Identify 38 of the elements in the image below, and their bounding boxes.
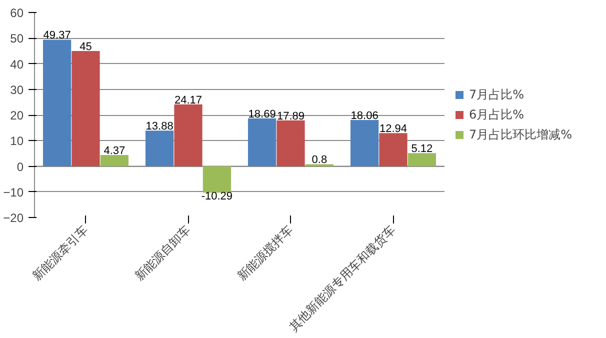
bar [100,155,129,166]
bar [145,130,174,166]
x-tick-label: 新能源自卸车 [132,222,194,284]
data-label: 49.37 [43,30,71,42]
y-tick-label: 60 [10,6,24,20]
y-tick-label: 20 [10,108,24,122]
data-label: 5.12 [411,143,433,156]
bar [72,50,100,166]
data-label: 12.94 [379,123,408,136]
y-tick-label: 30 [10,82,24,97]
bar [408,153,436,166]
data-label: 13.88 [146,120,174,133]
legend-label: 6月占比% [469,106,524,123]
y-tick-label: 10 [10,134,24,148]
bar [350,120,379,166]
data-label: 18.06 [350,110,378,122]
data-label: 24.17 [174,94,202,106]
bar [202,166,232,193]
legend-label: 7月占比% [469,86,524,103]
bar [276,120,305,166]
data-label: 18.69 [248,108,276,120]
y-tick-label: −20 [3,211,24,225]
bar [379,133,408,166]
data-label: 45 [80,40,92,53]
legend-label: 7月占比环比增减% [469,126,572,143]
bar [174,104,202,166]
y-tick-label: −10 [3,185,24,200]
data-label: -10.29 [201,190,233,203]
y-tick-label: 0 [16,160,24,174]
bar [248,118,276,166]
y-tick-label: 50 [10,32,24,46]
y-tick-label: 40 [10,57,24,72]
data-label: 4.37 [104,145,126,158]
data-label: 0.8 [312,154,328,166]
data-label: 17.89 [276,110,305,122]
bar [42,40,72,166]
x-tick-label: 新能源搅拌车 [234,222,296,284]
x-tick-label: 新能源牵引车 [30,222,91,284]
